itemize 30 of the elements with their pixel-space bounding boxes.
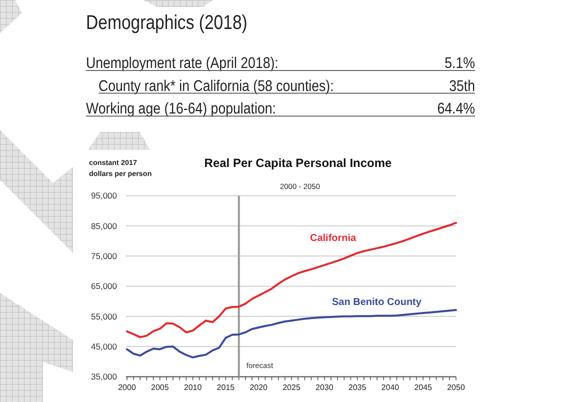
text: County rank* in California (58 counties): <box>98 78 334 96</box>
series-label: California <box>310 233 357 244</box>
chart-title: Real Per Capita Personal Income <box>204 156 392 170</box>
line-series <box>126 309 457 358</box>
x-tick-label: 2050 <box>447 383 466 392</box>
text: 35th <box>449 78 475 96</box>
y-tick-label: 45,000 <box>91 342 118 352</box>
series-label: San Benito County <box>332 297 422 308</box>
y-tick-label: 35,000 <box>91 372 118 382</box>
x-tick-label: 2020 <box>250 383 268 392</box>
x-tick-label: 2015 <box>216 383 236 392</box>
y-tick-label: 85,000 <box>91 220 118 231</box>
x-tick-label: 2030 <box>316 383 334 392</box>
text: Unemployment rate (April 2018): <box>86 55 278 72</box>
x-tick-label: 2035 <box>348 383 367 392</box>
text: Working age (16-64) population: <box>86 100 276 118</box>
x-tick-label: 2045 <box>414 383 433 392</box>
x-tick-label: 2000 <box>118 383 136 392</box>
x-tick-label: 2005 <box>151 383 170 392</box>
text: 5.1% <box>444 55 476 72</box>
y-tick-label: 95,000 <box>91 190 118 201</box>
y-tick-label: 75,000 <box>91 251 118 262</box>
x-tick-label: 2025 <box>282 383 301 392</box>
y-tick-label: 65,000 <box>91 281 118 292</box>
line-series <box>126 222 457 338</box>
text: Demographics (2018) <box>86 10 248 34</box>
x-tick-label: 2040 <box>381 383 400 392</box>
y-tick-label: 55,000 <box>91 311 118 322</box>
x-tick-label: 2010 <box>184 383 202 392</box>
text: 64.4% <box>437 100 476 118</box>
